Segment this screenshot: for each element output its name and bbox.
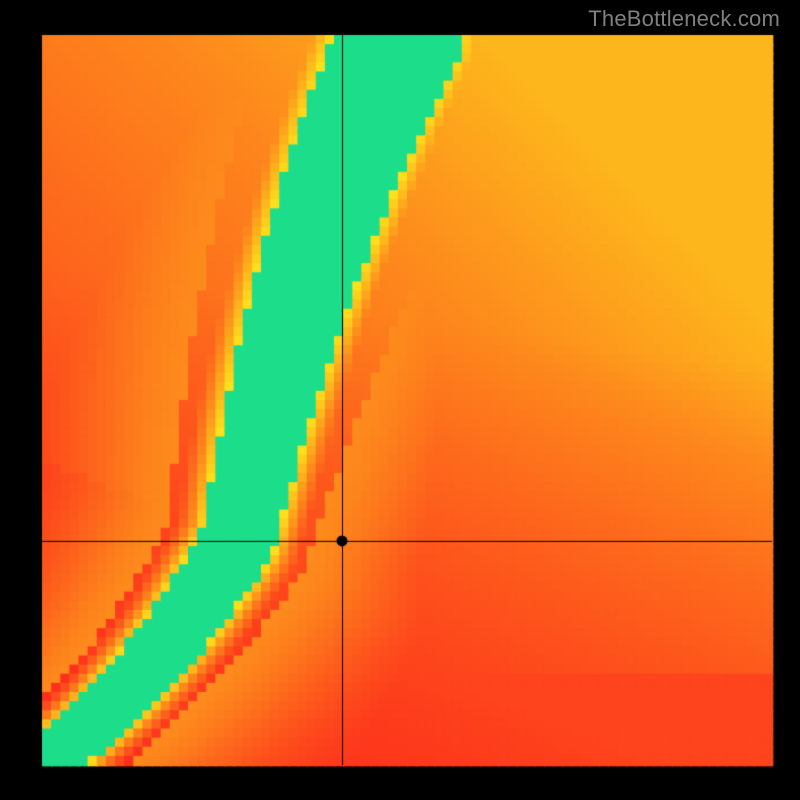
attribution-text: TheBottleneck.com (588, 6, 780, 32)
bottleneck-heatmap (0, 0, 800, 800)
chart-container: { "attribution": { "text": "TheBottlenec… (0, 0, 800, 800)
